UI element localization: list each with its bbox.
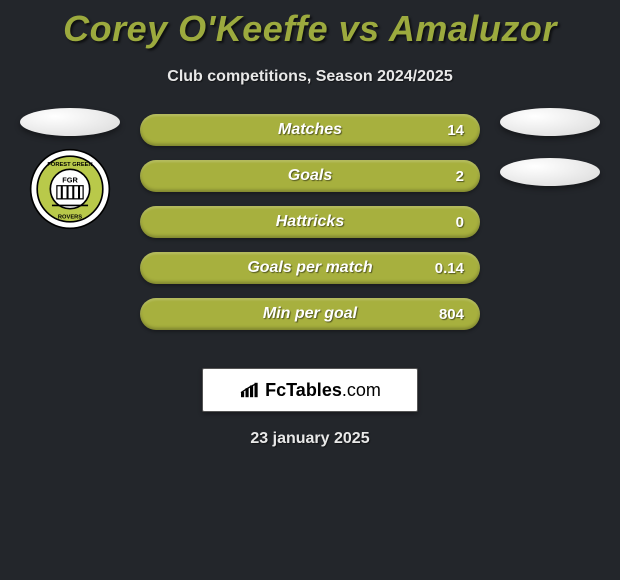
player2-club-placeholder	[500, 158, 600, 186]
player1-column: FOREST GREEN ROVERS FGR	[10, 108, 130, 230]
brand-chart-icon	[239, 381, 261, 399]
stats-list: Matches 14 Goals 2 Hattricks 0 Goals per…	[140, 114, 480, 330]
svg-text:FOREST GREEN: FOREST GREEN	[47, 162, 92, 168]
comparison-area: FOREST GREEN ROVERS FGR Matches 14 Goals…	[0, 114, 620, 344]
brand-suffix: .com	[342, 380, 381, 400]
brand-name: FcTables	[265, 380, 342, 400]
player1-head-placeholder	[20, 108, 120, 136]
player1-club-badge: FOREST GREEN ROVERS FGR	[29, 148, 111, 230]
stat-label: Matches	[278, 121, 342, 139]
vs-separator: vs	[339, 8, 380, 49]
stat-right-value: 804	[439, 306, 464, 323]
brand-box: FcTables.com	[202, 368, 418, 412]
stat-row-hattricks: Hattricks 0	[140, 206, 480, 238]
stat-right-value: 0.14	[435, 260, 464, 277]
svg-text:FGR: FGR	[62, 175, 78, 184]
stat-label: Min per goal	[263, 305, 357, 323]
player2-name: Amaluzor	[389, 8, 557, 49]
stat-label: Goals per match	[247, 259, 372, 277]
subtitle: Club competitions, Season 2024/2025	[0, 68, 620, 86]
brand-text: FcTables.com	[265, 380, 381, 401]
stat-right-value: 2	[456, 168, 464, 185]
player2-column	[490, 108, 610, 186]
player2-head-placeholder	[500, 108, 600, 136]
svg-text:ROVERS: ROVERS	[58, 215, 82, 221]
comparison-title: Corey O'Keeffe vs Amaluzor	[0, 0, 620, 50]
stat-row-goals-per-match: Goals per match 0.14	[140, 252, 480, 284]
stat-right-value: 0	[456, 214, 464, 231]
stat-row-goals: Goals 2	[140, 160, 480, 192]
player1-name: Corey O'Keeffe	[63, 8, 328, 49]
date-text: 23 january 2025	[0, 430, 620, 448]
stat-row-matches: Matches 14	[140, 114, 480, 146]
stat-label: Hattricks	[276, 213, 344, 231]
stat-label: Goals	[288, 167, 332, 185]
stat-right-value: 14	[447, 122, 464, 139]
stat-row-min-per-goal: Min per goal 804	[140, 298, 480, 330]
